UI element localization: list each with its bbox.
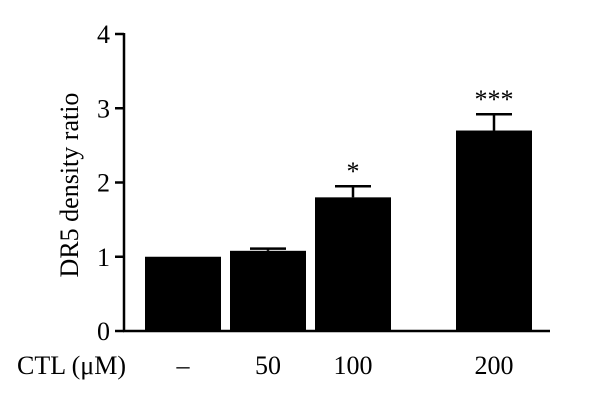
x-axis-title: CTL (μM) — [17, 351, 126, 380]
x-category-label: 100 — [334, 351, 373, 380]
significance-label: * — [347, 157, 360, 186]
y-tick-label: 4 — [97, 20, 110, 49]
significance-label: *** — [475, 85, 514, 114]
x-category-label: 50 — [255, 351, 281, 380]
bar — [145, 256, 221, 331]
y-tick-label: 0 — [97, 317, 110, 346]
x-category-label: – — [176, 351, 191, 380]
bar — [456, 130, 532, 331]
y-tick-label: 2 — [97, 169, 110, 198]
y-tick-label: 3 — [97, 94, 110, 123]
y-tick-label: 1 — [97, 243, 110, 272]
y-axis-title: DR5 density ratio — [55, 93, 84, 278]
bar — [230, 250, 306, 331]
bar — [315, 197, 391, 331]
x-category-label: 200 — [475, 351, 514, 380]
